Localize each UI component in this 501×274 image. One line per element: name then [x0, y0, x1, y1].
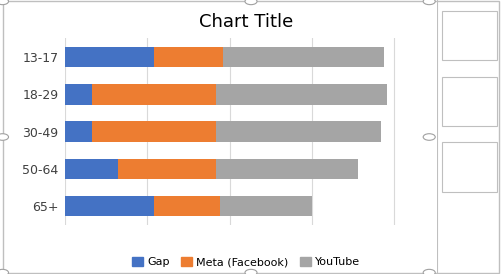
Bar — [222, 47, 383, 67]
Bar — [118, 159, 216, 179]
Bar — [65, 47, 154, 67]
Text: +: + — [460, 26, 476, 45]
Bar — [216, 159, 357, 179]
Bar — [216, 121, 380, 142]
Bar — [65, 159, 118, 179]
Bar — [154, 47, 222, 67]
Bar — [441, 77, 496, 126]
Bar — [91, 84, 216, 104]
Bar — [216, 84, 386, 104]
Bar — [154, 196, 219, 216]
Bar — [65, 121, 91, 142]
Bar — [441, 11, 496, 60]
Text: ▽: ▽ — [463, 160, 474, 174]
Legend: Gap, Meta (Facebook), YouTube: Gap, Meta (Facebook), YouTube — [127, 253, 364, 272]
Bar — [441, 142, 496, 192]
Text: /: / — [466, 94, 471, 109]
Bar — [65, 196, 154, 216]
Bar — [91, 121, 216, 142]
Bar — [219, 196, 311, 216]
Title: Chart Title: Chart Title — [198, 13, 293, 31]
Bar — [65, 84, 91, 104]
